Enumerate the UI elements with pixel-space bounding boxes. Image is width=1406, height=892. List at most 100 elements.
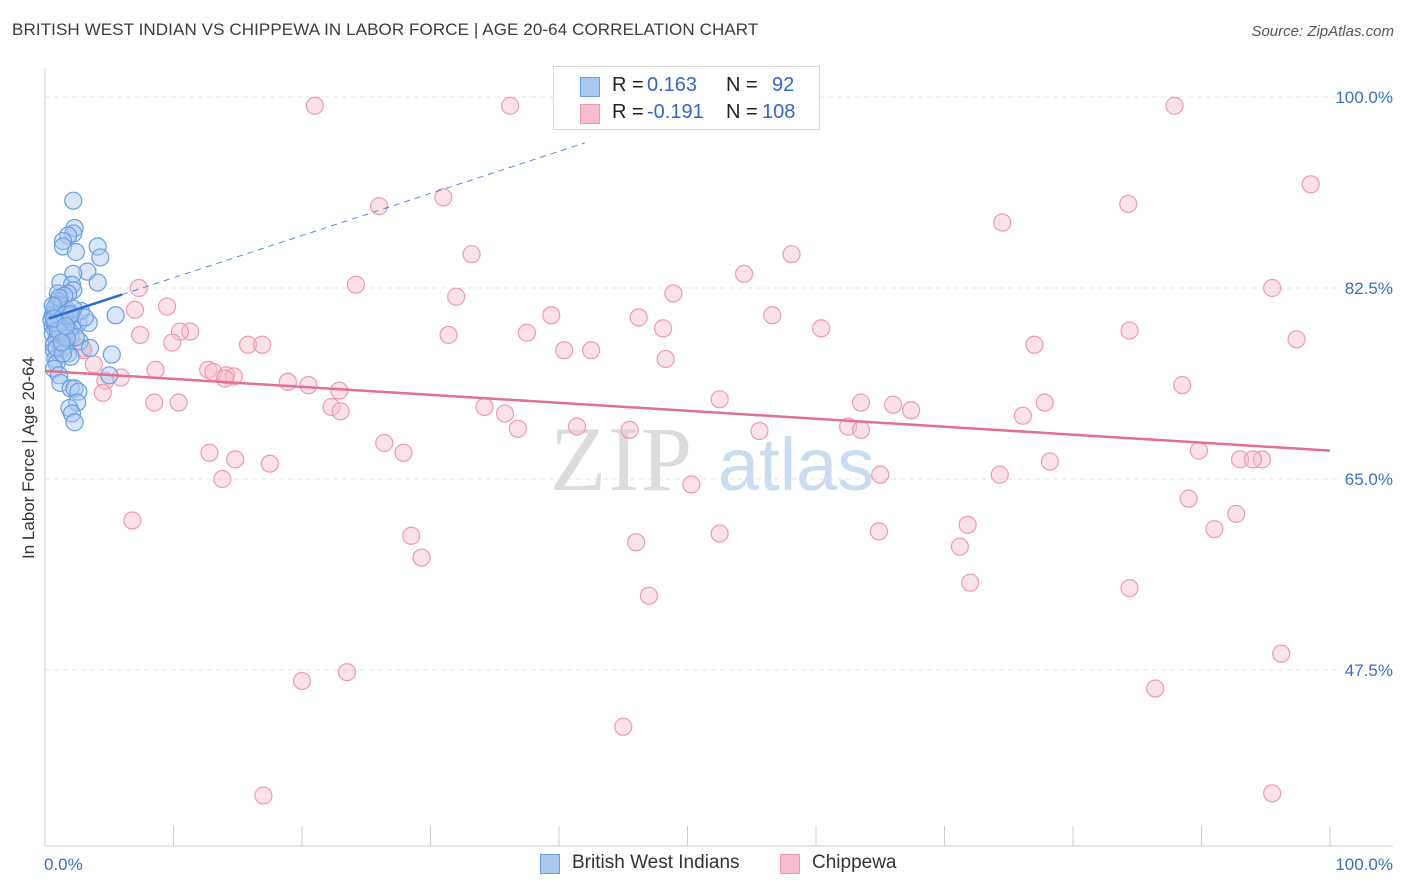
chippewa-point <box>322 397 341 417</box>
british-west-indians-point <box>88 237 107 256</box>
chippewa-point <box>1013 406 1032 425</box>
chippewa-point <box>123 511 142 530</box>
chippewa-point <box>169 393 188 412</box>
british-west-indians-point <box>91 248 110 267</box>
british-west-indians-point <box>59 226 78 245</box>
chippewa-point <box>639 586 659 605</box>
chippewa-point <box>993 213 1012 232</box>
chippewa-point <box>111 368 130 387</box>
chart-title: BRITISH WEST INDIAN VS CHIPPEWA IN LABOR… <box>12 20 759 39</box>
british-west-indians-point <box>53 231 73 251</box>
british-west-indians-point <box>43 296 62 315</box>
chippewa-point <box>1165 96 1184 115</box>
british-west-indians-point <box>64 281 83 300</box>
source-label: Source: ZipAtlas.com <box>1251 23 1394 40</box>
stats-box: R = 0.163 N = 92 R = -0.191 N = 108 <box>553 66 820 130</box>
legend-label: Chippewa <box>812 852 897 873</box>
pink-trend-line <box>44 369 1331 452</box>
chippewa-point <box>710 524 729 543</box>
axes <box>44 68 1393 847</box>
chippewa-point <box>1272 644 1291 663</box>
british-west-indians-point <box>65 413 84 432</box>
x-tick-label: 100.0% <box>1335 855 1393 874</box>
chippewa-point <box>1230 450 1250 469</box>
chippewa-point <box>260 454 279 473</box>
chippewa-point <box>620 420 639 439</box>
y-tick-label: 47.5% <box>1345 661 1393 680</box>
chippewa-point <box>93 383 112 402</box>
chippewa-point <box>447 287 466 306</box>
british-west-indians-point <box>88 273 107 292</box>
y-tick-label: 65.0% <box>1345 470 1393 489</box>
chippewa-point <box>226 450 245 469</box>
chippewa-point <box>1227 504 1246 524</box>
chippewa-point <box>567 417 587 436</box>
chippewa-point <box>215 369 234 388</box>
y-tick-label: 82.5% <box>1345 279 1393 298</box>
blue-trend-extension <box>121 142 585 296</box>
chippewa-point <box>1120 579 1139 598</box>
british-west-indians-point <box>56 317 75 336</box>
chippewa-point <box>871 465 890 484</box>
chippewa-point <box>370 197 389 216</box>
chippewa-point <box>299 376 318 395</box>
chippewa-point <box>626 533 646 552</box>
blue-swatch-icon <box>580 77 600 97</box>
legend-pink-swatch-icon <box>780 854 800 874</box>
chippewa-point <box>901 401 921 420</box>
chippewa-point <box>782 245 801 264</box>
chippewa-point <box>851 420 871 439</box>
chippewa-point <box>1205 520 1224 539</box>
chippewa-point <box>145 393 164 412</box>
chippewa-point <box>462 245 481 264</box>
chippewa-point <box>1119 194 1138 214</box>
chippewa-point <box>501 96 520 115</box>
chippewa-point <box>305 96 324 115</box>
chippewa-point <box>653 319 673 338</box>
chippewa-point <box>475 397 494 417</box>
chippewa-point <box>869 522 889 541</box>
stats-row-blue: R = 0.163 N = 92 <box>554 73 819 101</box>
chippewa-point <box>958 515 977 534</box>
chippewa-point <box>517 323 536 342</box>
chippewa-point <box>346 275 366 294</box>
chippewa-point <box>495 404 515 423</box>
x-tick-label: 0.0% <box>44 855 83 874</box>
british-west-indians-point <box>80 338 100 358</box>
y-tick-label: 100.0% <box>1335 88 1393 107</box>
chippewa-point <box>253 335 272 354</box>
chippewa-point <box>292 671 312 691</box>
watermark: ZIP atlas <box>550 408 874 510</box>
chippewa-point <box>394 443 413 462</box>
british-west-indians-point <box>66 242 85 262</box>
r-value: -0.191 <box>647 101 704 123</box>
chippewa-point <box>1173 376 1192 395</box>
n-label: N = <box>726 74 758 96</box>
chippewa-point <box>1189 441 1209 460</box>
watermark-zip: ZIP <box>550 408 694 510</box>
chippewa-point <box>163 333 182 352</box>
chippewa-points <box>44 96 1320 805</box>
chippewa-point <box>84 355 103 374</box>
chippewa-point <box>656 349 675 369</box>
chippewa-point <box>200 443 219 462</box>
tick-labels: 47.5% 65.0% 82.5% 100.0% 0.0% 100.0% <box>44 88 1393 874</box>
chippewa-point <box>883 395 903 414</box>
chippewa-point <box>1243 450 1263 469</box>
chippewa-point <box>664 284 683 303</box>
chippewa-point <box>734 264 754 283</box>
chippewa-point <box>961 573 980 592</box>
chippewa-point <box>1301 175 1320 194</box>
legend-blue-swatch-icon <box>540 854 560 874</box>
british-west-indians-point <box>106 306 125 325</box>
chippewa-point <box>990 465 1009 484</box>
trend-lines <box>44 142 1331 452</box>
british-west-indians-points <box>42 191 125 432</box>
watermark-atlas: atlas <box>718 423 874 506</box>
chippewa-point <box>1263 278 1282 298</box>
chippewa-point <box>1040 452 1059 471</box>
chippewa-point <box>582 341 601 360</box>
chippewa-point <box>331 402 350 421</box>
chippewa-point <box>254 786 273 805</box>
